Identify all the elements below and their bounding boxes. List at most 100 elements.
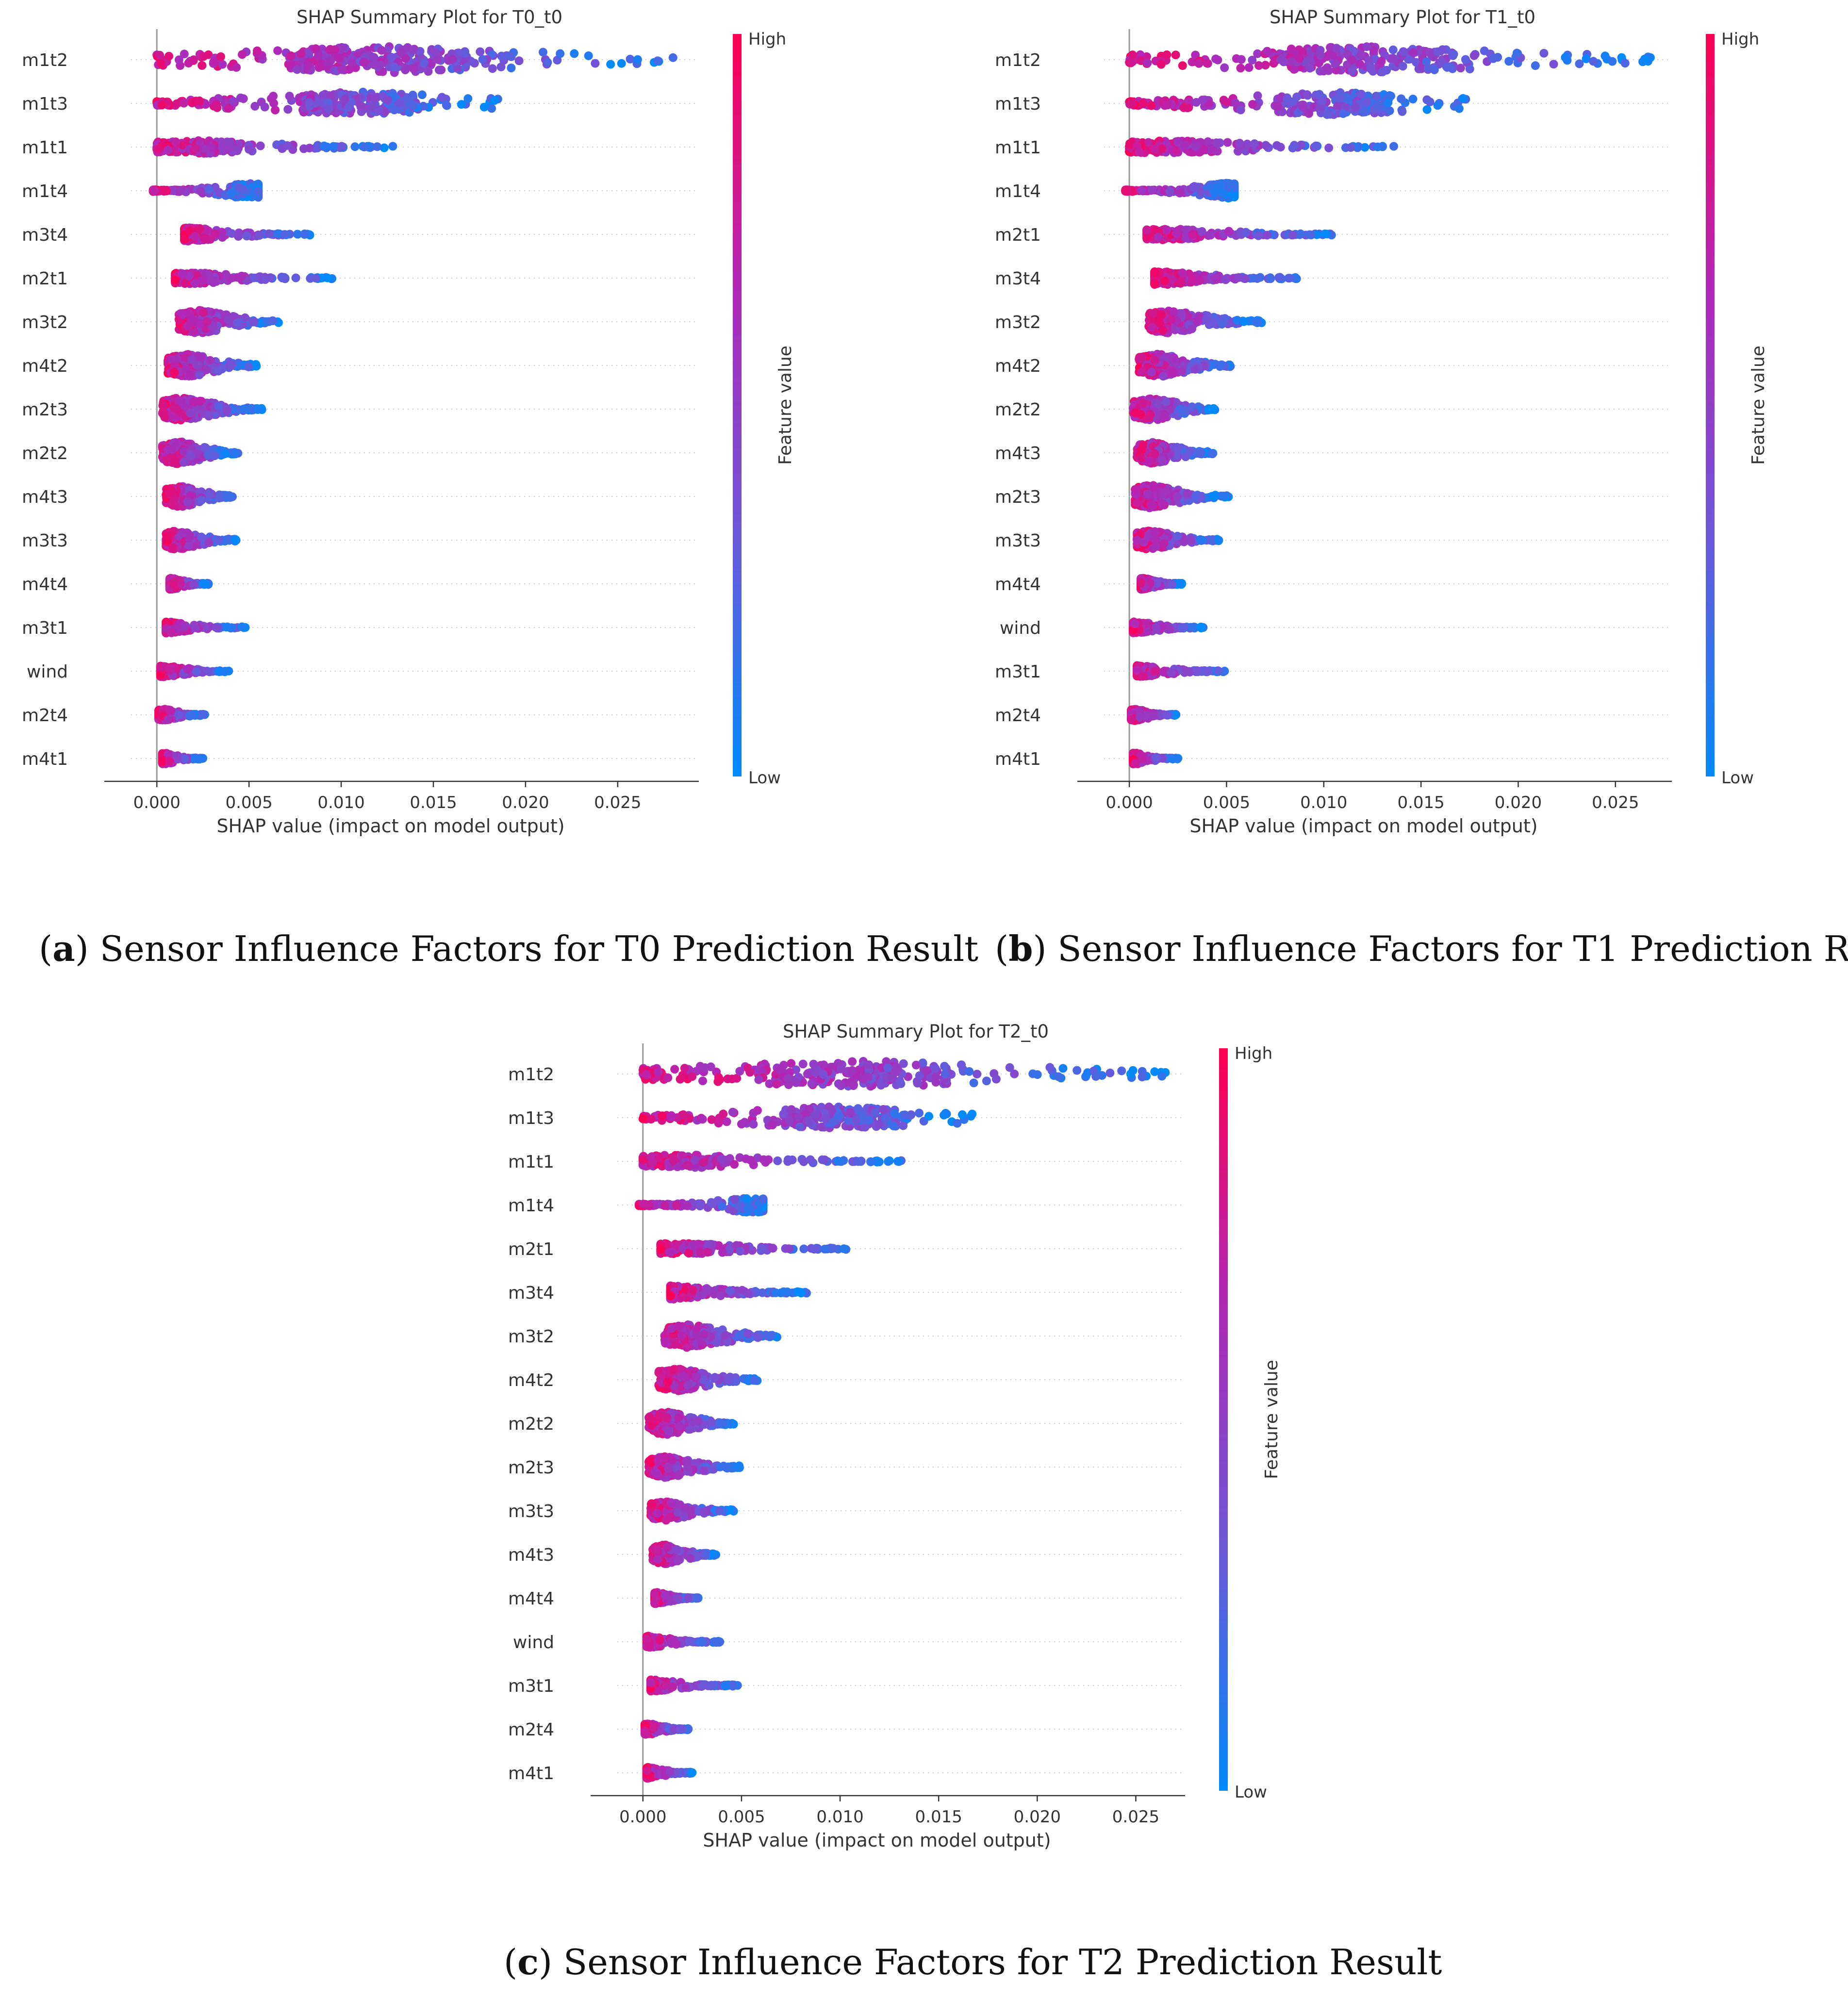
shap-point bbox=[1454, 104, 1464, 113]
shap-point bbox=[198, 276, 207, 285]
shap-point bbox=[1135, 148, 1144, 156]
shap-point bbox=[1389, 142, 1398, 151]
shap-point bbox=[1283, 94, 1291, 103]
shap-point bbox=[1138, 99, 1148, 108]
shap-point bbox=[1128, 50, 1137, 60]
shap-point bbox=[371, 94, 380, 103]
shap-point bbox=[337, 65, 346, 74]
shap-point bbox=[224, 104, 233, 113]
feature-label: m3t2 bbox=[22, 313, 68, 332]
x-tick-label: 0.005 bbox=[225, 793, 272, 812]
shap-point bbox=[496, 62, 506, 71]
shap-point bbox=[1504, 57, 1514, 66]
beeswarm-m1t3 bbox=[1125, 88, 1470, 119]
shap-point bbox=[442, 100, 451, 110]
shap-point bbox=[239, 94, 248, 103]
shap-point bbox=[417, 90, 427, 99]
shap-point bbox=[396, 48, 405, 57]
beeswarm-m3t3 bbox=[162, 527, 241, 554]
shap-point bbox=[1191, 143, 1200, 152]
shap-point bbox=[300, 230, 309, 238]
shap-point bbox=[291, 273, 300, 282]
shap-point bbox=[377, 46, 386, 55]
shap-point bbox=[189, 55, 198, 65]
shap-point bbox=[216, 52, 225, 61]
shap-point bbox=[159, 400, 168, 410]
shap-point bbox=[311, 274, 320, 283]
shap-point bbox=[189, 397, 198, 407]
shap-point bbox=[213, 623, 222, 632]
feature-label: m2t3 bbox=[22, 400, 68, 420]
shap-point bbox=[191, 754, 199, 763]
shap-point bbox=[222, 491, 231, 500]
shap-point bbox=[190, 279, 199, 288]
shap-point bbox=[369, 53, 379, 62]
shap-point bbox=[626, 54, 635, 64]
shap-point bbox=[1250, 139, 1259, 149]
shap-point bbox=[488, 64, 497, 73]
shap-point bbox=[261, 275, 270, 284]
shap-point bbox=[395, 99, 404, 108]
shap-point bbox=[1221, 98, 1231, 107]
shap-point bbox=[198, 579, 208, 588]
shap-point bbox=[556, 49, 565, 58]
shap-point bbox=[463, 94, 473, 103]
shap-point bbox=[157, 100, 166, 110]
shap-point bbox=[185, 370, 194, 380]
shap-point bbox=[180, 402, 189, 412]
shap-point bbox=[191, 623, 200, 632]
shap-point bbox=[185, 533, 194, 543]
shap-point bbox=[186, 451, 195, 460]
shap-point bbox=[256, 141, 265, 150]
shap-point bbox=[210, 451, 219, 461]
shap-point bbox=[1237, 55, 1246, 64]
feature-label: m1t2 bbox=[22, 50, 68, 70]
shap-point bbox=[1324, 143, 1334, 152]
shap-point bbox=[198, 754, 207, 763]
shap-point bbox=[1346, 143, 1355, 152]
shap-point bbox=[1384, 98, 1393, 107]
shap-point bbox=[1121, 186, 1130, 195]
shap-point bbox=[178, 269, 187, 278]
beeswarm-m4t3 bbox=[162, 482, 237, 511]
shap-point bbox=[1236, 64, 1245, 73]
shap-point bbox=[159, 411, 168, 420]
shap-point bbox=[198, 61, 207, 70]
shap-point bbox=[1162, 50, 1172, 59]
shap-point bbox=[190, 232, 199, 241]
shap-point bbox=[180, 50, 189, 59]
shap-point bbox=[334, 53, 343, 63]
shap-point bbox=[212, 100, 221, 109]
shap-point bbox=[172, 99, 182, 108]
shap-point bbox=[1295, 54, 1304, 63]
shap-point bbox=[169, 186, 178, 196]
shap-point bbox=[319, 141, 329, 150]
shap-point bbox=[171, 137, 180, 147]
shap-point bbox=[186, 409, 195, 417]
shap-point bbox=[1194, 59, 1204, 68]
shap-point bbox=[252, 46, 262, 55]
shap-point bbox=[476, 47, 485, 56]
shap-point bbox=[1366, 63, 1375, 71]
shap-point bbox=[163, 531, 172, 541]
shap-point bbox=[227, 229, 236, 238]
shap-point bbox=[177, 186, 186, 195]
shap-point bbox=[199, 308, 208, 317]
shap-point bbox=[1461, 55, 1470, 64]
shap-point bbox=[370, 60, 379, 69]
shap-point bbox=[180, 622, 189, 631]
shap-point bbox=[1210, 188, 1219, 197]
shap-point bbox=[218, 144, 228, 153]
shap-point bbox=[653, 56, 662, 66]
beeswarm-wind bbox=[156, 661, 233, 681]
shap-point bbox=[170, 368, 179, 377]
beeswarm-m1t1 bbox=[152, 136, 397, 158]
shap-point bbox=[380, 143, 389, 152]
beeswarm-m3t2 bbox=[174, 306, 283, 337]
shap-point bbox=[214, 366, 223, 376]
shap-point bbox=[244, 362, 253, 371]
shap-point bbox=[1388, 45, 1398, 54]
shap-point bbox=[1331, 59, 1340, 68]
shap-point bbox=[164, 146, 173, 155]
shap-point bbox=[180, 99, 188, 108]
